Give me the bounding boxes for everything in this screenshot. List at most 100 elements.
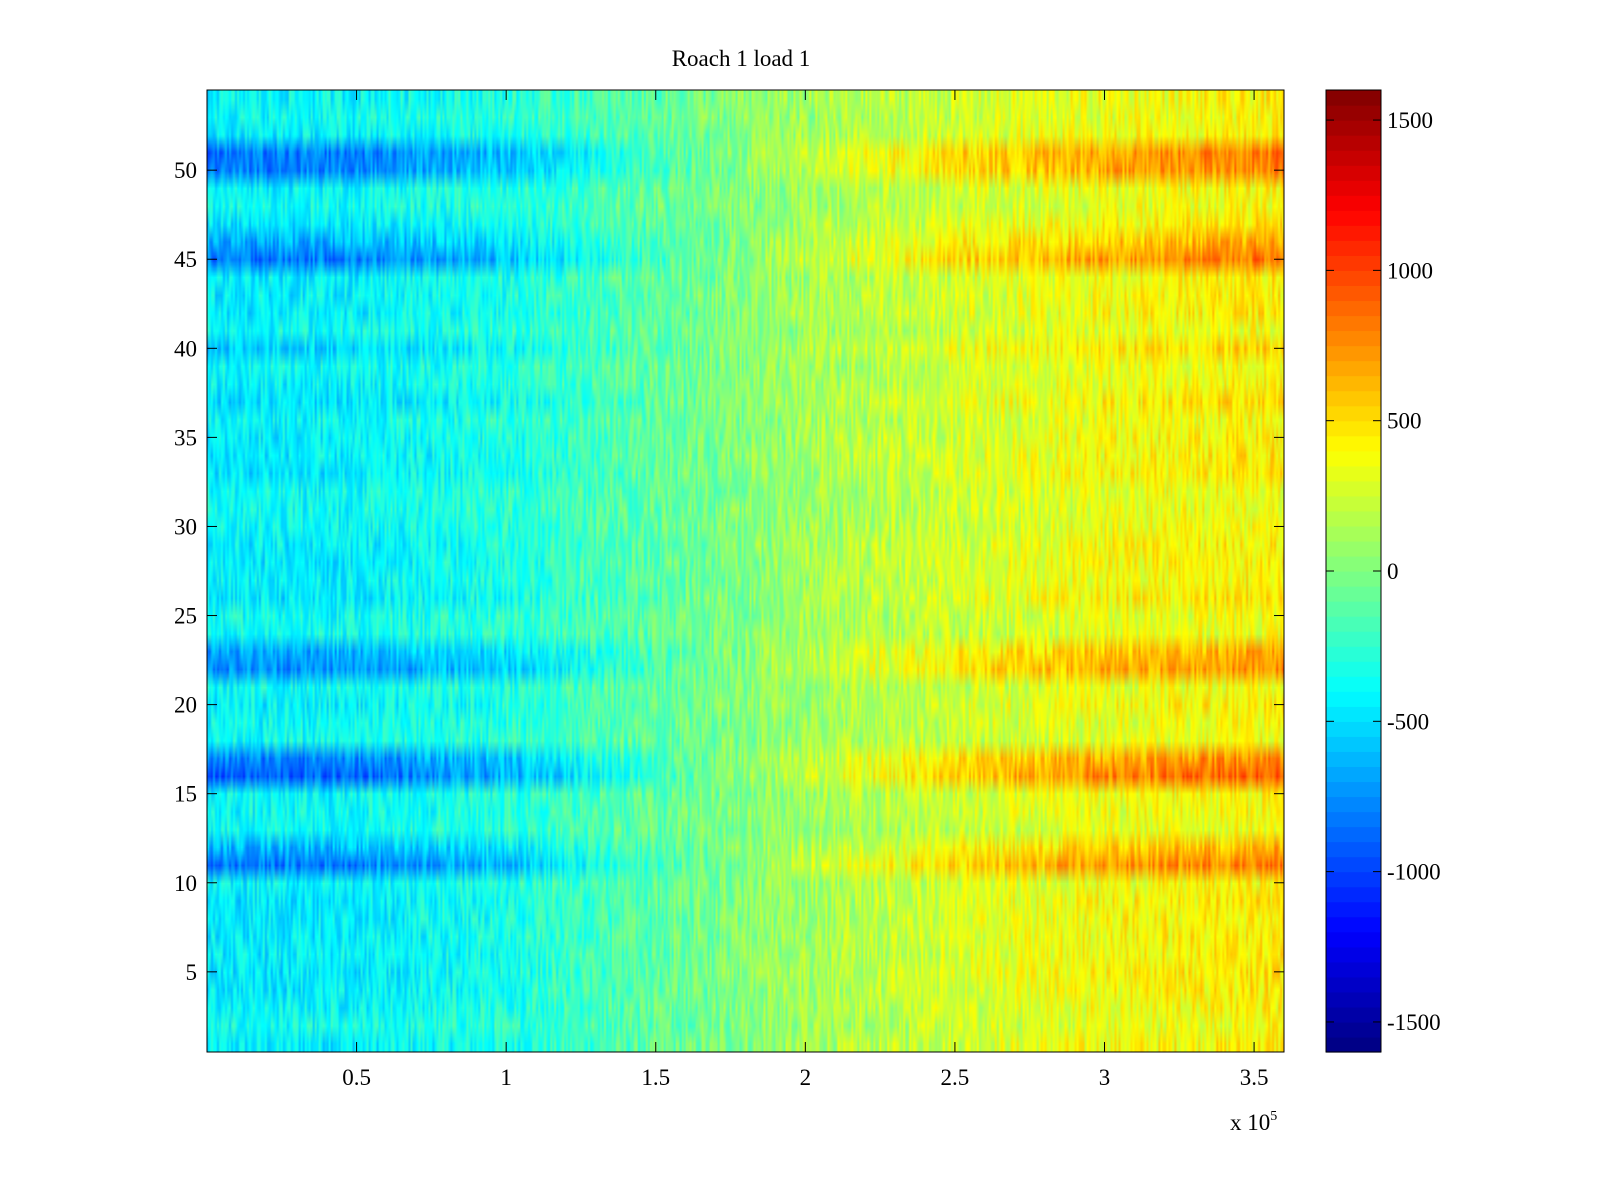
y-tick-label: 25 <box>174 604 197 629</box>
colorbar-axis: 1500 1000 500 0 -500 -1000 -1500 <box>1326 108 1441 1035</box>
y-axis: 5 10 15 20 25 30 35 40 45 50 <box>174 158 1284 985</box>
colorbar-swatch <box>1326 345 1381 362</box>
colorbar-swatch <box>1326 555 1381 572</box>
colorbar-swatch <box>1326 991 1381 1008</box>
colorbar-tick-label: 1000 <box>1387 258 1433 283</box>
colorbar-swatch <box>1326 420 1381 437</box>
y-tick-label: 50 <box>174 158 197 183</box>
colorbar-swatch <box>1326 856 1381 873</box>
x-axis: 0.5 1 1.5 2 2.5 3 3.5 <box>342 90 1268 1090</box>
colorbar-swatch <box>1326 300 1381 317</box>
colorbar-tick-label: -1500 <box>1387 1010 1441 1035</box>
colorbar-tick-label: 500 <box>1387 409 1422 434</box>
plot-frame <box>206 89 1285 1053</box>
colorbar-swatch <box>1326 661 1381 677</box>
colorbar-swatch <box>1326 781 1381 798</box>
colorbar-swatch <box>1326 510 1381 527</box>
x-axis-multiplier: x 105 <box>1230 1109 1277 1135</box>
colorbar-swatch <box>1326 195 1381 211</box>
heatmap-cells <box>207 90 1284 1052</box>
colorbar-swatch <box>1326 135 1381 151</box>
colorbar-swatch <box>1326 270 1381 287</box>
x-tick-label: 1.5 <box>641 1065 670 1090</box>
colorbar-swatch <box>1326 676 1381 692</box>
colorbar-swatch <box>1326 255 1381 271</box>
colorbar-swatch <box>1326 931 1381 948</box>
colorbar-swatch <box>1326 390 1381 407</box>
y-tick-label: 10 <box>174 871 197 896</box>
colorbar-swatch <box>1326 465 1381 482</box>
chart-title: Roach 1 load 1 <box>672 46 811 71</box>
colorbar-swatch <box>1326 480 1381 497</box>
colorbar-swatch <box>1326 721 1381 737</box>
colorbar-swatch <box>1326 150 1381 166</box>
colorbar-swatch <box>1326 946 1381 963</box>
x-tick-label: 0.5 <box>342 1065 371 1090</box>
colorbar-swatch <box>1326 796 1381 813</box>
colorbar-swatch <box>1326 916 1381 933</box>
colorbar-swatch <box>1326 540 1381 557</box>
y-tick-label: 35 <box>174 425 197 450</box>
colorbar-swatch <box>1326 826 1381 843</box>
colorbar-swatch <box>1326 886 1381 903</box>
colorbar-swatch <box>1326 90 1381 106</box>
colorbar-swatch <box>1326 1036 1381 1053</box>
y-tick-label: 15 <box>174 782 197 807</box>
colorbar-swatch <box>1326 976 1381 993</box>
colorbar-swatch <box>1326 691 1381 707</box>
colorbar-swatch <box>1326 766 1381 783</box>
colorbar-swatch <box>1326 435 1381 452</box>
colorbar-swatch <box>1326 631 1381 647</box>
y-tick-label: 30 <box>174 514 197 539</box>
colorbar-tick-label: -1000 <box>1387 860 1441 885</box>
colorbar-swatch <box>1326 1021 1381 1038</box>
colorbar-swatch <box>1326 871 1381 888</box>
colorbar-tick-label: 1500 <box>1387 108 1433 133</box>
x-tick-label: 3.5 <box>1240 1065 1269 1090</box>
colorbar-swatch <box>1326 120 1381 136</box>
colorbar-swatch <box>1326 225 1381 241</box>
colorbar-tick-label: -500 <box>1387 709 1429 734</box>
colorbar-swatch <box>1326 736 1381 752</box>
colorbar-swatch <box>1326 811 1381 828</box>
colorbar-swatch <box>1326 450 1381 467</box>
colorbar-swatch <box>1326 646 1381 662</box>
heatmap <box>207 90 1284 1052</box>
colorbar-swatch <box>1326 315 1381 332</box>
x-tick-label: 1 <box>500 1065 512 1090</box>
colorbar-swatch <box>1326 165 1381 181</box>
colorbar-swatch <box>1326 105 1381 121</box>
colorbar-swatch <box>1326 751 1381 768</box>
colorbar-swatch <box>1326 330 1381 347</box>
colorbar-swatch <box>1326 1006 1381 1023</box>
colorbar-swatch <box>1326 495 1381 512</box>
colorbar-swatch <box>1326 210 1381 226</box>
colorbar-swatch <box>1326 586 1381 602</box>
colorbar-swatch <box>1326 180 1381 196</box>
x-axis-multiplier-base: x 10 <box>1230 1110 1270 1135</box>
y-tick-label: 20 <box>174 693 197 718</box>
colorbar-swatch <box>1326 285 1381 302</box>
colorbar-swatch <box>1326 375 1381 392</box>
colorbar-swatch <box>1326 405 1381 422</box>
colorbar-swatch <box>1326 525 1381 542</box>
colorbar-swatch <box>1326 841 1381 858</box>
colorbar-swatch <box>1326 571 1381 587</box>
colorbar-swatch <box>1326 616 1381 632</box>
colorbar-swatch <box>1326 601 1381 617</box>
y-tick-label: 45 <box>174 247 197 272</box>
colorbar-swatch <box>1326 360 1381 377</box>
y-tick-label: 5 <box>186 960 198 985</box>
colorbar-swatch <box>1326 706 1381 722</box>
x-tick-label: 2 <box>800 1065 812 1090</box>
colorbar-swatch <box>1326 240 1381 256</box>
x-tick-label: 3 <box>1099 1065 1111 1090</box>
x-axis-multiplier-exponent: 5 <box>1270 1109 1277 1124</box>
colorbar <box>1326 90 1381 1053</box>
colorbar-swatch <box>1326 961 1381 978</box>
y-tick-label: 40 <box>174 336 197 361</box>
colorbar-tick-label: 0 <box>1387 559 1399 584</box>
colorbar-swatch <box>1326 901 1381 918</box>
x-tick-label: 2.5 <box>941 1065 970 1090</box>
